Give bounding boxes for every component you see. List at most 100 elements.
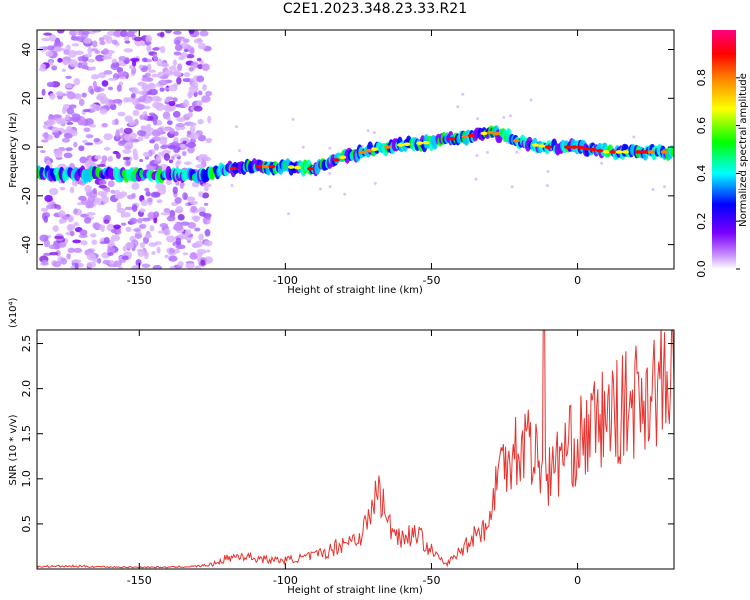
- noise-speck: [173, 30, 182, 35]
- noise-speck: [78, 98, 85, 106]
- noise-speck: [52, 225, 59, 232]
- noise-speck: [101, 123, 108, 128]
- noise-speck: [201, 63, 210, 71]
- y-tick-label: 1.0: [20, 470, 33, 488]
- noise-speck: [197, 64, 204, 70]
- x-tick-label: -50: [422, 274, 440, 287]
- ridge-core: [287, 165, 295, 169]
- noise-speck: [186, 141, 196, 148]
- noise-speck: [92, 188, 97, 195]
- noise-speck: [146, 83, 157, 90]
- noise-speck: [177, 214, 185, 221]
- noise-speck: [54, 149, 63, 156]
- noise-speck: [146, 63, 152, 71]
- noise-speck: [113, 260, 122, 267]
- noise-speck: [196, 252, 203, 258]
- x-tick-label: -150: [127, 274, 152, 287]
- noise-speck: [301, 145, 305, 149]
- noise-speck: [139, 130, 146, 137]
- noise-speck: [80, 240, 88, 246]
- noise-speck: [115, 228, 122, 235]
- noise-speck: [121, 255, 129, 260]
- noise-speck: [49, 59, 54, 66]
- colorbar-tick-label: 0.0: [695, 260, 708, 278]
- noise-speck: [183, 72, 191, 78]
- noise-speck: [191, 215, 201, 220]
- noise-speck: [125, 160, 131, 166]
- noise-speck: [207, 115, 212, 124]
- noise-speck: [107, 52, 113, 57]
- ridge-core: [583, 146, 591, 151]
- noise-speck: [142, 57, 148, 63]
- noise-speck: [71, 43, 80, 47]
- noise-speck: [160, 145, 168, 150]
- noise-speck: [55, 117, 66, 125]
- noise-speck: [172, 186, 178, 195]
- noise-speck: [82, 139, 88, 144]
- noise-speck: [112, 98, 123, 104]
- colorbar-tick-label: 0.4: [695, 165, 708, 183]
- noise-speck: [163, 153, 171, 161]
- ridge-core: [660, 150, 668, 154]
- noise-speck: [179, 181, 184, 190]
- noise-speck: [102, 34, 109, 40]
- noise-speck: [48, 34, 57, 42]
- noise-speck: [175, 161, 180, 168]
- noise-speck: [85, 134, 94, 139]
- noise-speck: [101, 80, 109, 87]
- noise-speck: [474, 177, 478, 181]
- noise-speck: [103, 133, 113, 141]
- noise-speck: [89, 88, 95, 95]
- noise-speck: [113, 30, 123, 38]
- ridge-core: [615, 150, 623, 154]
- noise-speck: [237, 149, 241, 153]
- colorbar-tick-label: 0.2: [695, 212, 708, 230]
- noise-speck: [201, 192, 210, 199]
- noise-speck: [86, 261, 97, 268]
- noise-speck: [153, 211, 160, 218]
- noise-speck: [158, 79, 168, 86]
- colorbar-tick-label: 0.8: [695, 69, 708, 87]
- noise-speck: [188, 91, 194, 98]
- noise-speck: [45, 50, 54, 57]
- noise-speck: [168, 255, 178, 262]
- x-tick-label: -100: [273, 274, 298, 287]
- noise-speck: [372, 131, 376, 135]
- noise-speck: [102, 56, 112, 60]
- noise-speck: [115, 152, 121, 159]
- ridge-core: [596, 148, 604, 153]
- noise-speck: [116, 193, 124, 198]
- noise-speck: [139, 208, 146, 213]
- noise-speck: [145, 190, 151, 197]
- noise-speck: [110, 62, 120, 71]
- noise-speck: [41, 37, 51, 42]
- noise-speck: [91, 239, 98, 245]
- ridge-core: [268, 164, 276, 169]
- noise-speck: [155, 154, 162, 162]
- noise-speck: [39, 63, 47, 69]
- noise-speck: [151, 73, 158, 78]
- noise-speck: [173, 223, 184, 231]
- noise-speck: [65, 75, 72, 80]
- noise-speck: [146, 44, 152, 53]
- ridge-core: [396, 143, 404, 147]
- noise-speck: [89, 233, 97, 238]
- noise-speck: [196, 75, 205, 83]
- spectrogram-panel: -150 -100 -50 0 -40 -20 0 20 40 Height of strai…: [8, 29, 675, 296]
- noise-speck: [123, 127, 133, 135]
- noise-speck: [159, 137, 168, 145]
- noise-speck: [113, 224, 122, 229]
- noise-speck: [185, 262, 195, 269]
- x-tick-label: 0: [574, 574, 581, 587]
- snr-x-ticks: -150 -100 -50 0: [127, 330, 581, 587]
- y-tick-label: 20: [20, 91, 33, 105]
- noise-speck: [102, 48, 109, 55]
- noise-speck: [148, 112, 156, 116]
- noise-speck: [133, 36, 143, 42]
- noise-speck: [139, 242, 146, 248]
- ridge-core: [602, 150, 610, 154]
- noise-speck: [165, 235, 176, 243]
- noise-speck: [119, 76, 126, 80]
- noise-speck: [43, 131, 49, 139]
- noise-speck: [45, 119, 56, 126]
